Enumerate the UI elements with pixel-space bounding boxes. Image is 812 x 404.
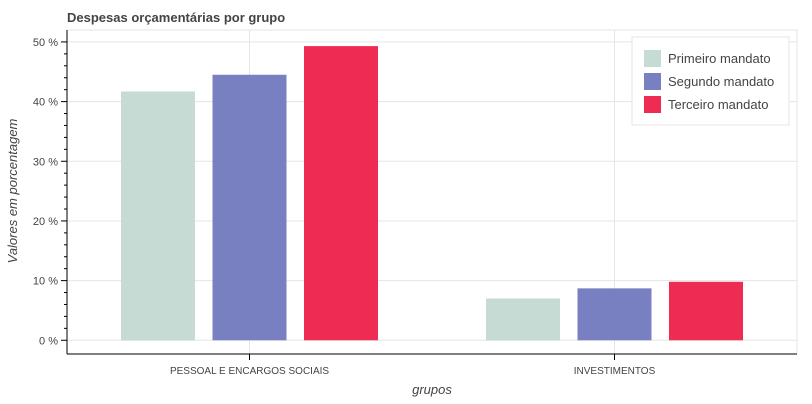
legend-swatch	[644, 73, 661, 90]
y-tick-label: 10 %	[33, 276, 58, 288]
legend: Primeiro mandato Segundo mandato Terceiro …	[631, 36, 790, 126]
y-ticks: 0 % 10 % 20 % 30 % 40 % 50 %	[33, 37, 67, 347]
bar	[486, 298, 560, 341]
bar	[212, 74, 287, 341]
x-tick-label: PESSOAL E ENCARGOS SOCIAIS	[170, 366, 329, 377]
bar	[669, 281, 743, 341]
legend-label: Terceiro mandato	[668, 97, 768, 112]
bar	[304, 46, 378, 341]
y-tick-label: 30 %	[33, 156, 58, 168]
legend-swatch	[644, 50, 661, 67]
y-tick-label: 40 %	[33, 97, 58, 109]
chart-title: Despesas orçamentárias por grupo	[67, 10, 285, 25]
legend-swatch	[644, 96, 661, 113]
bars	[121, 46, 743, 341]
x-tick-label: INVESTIMENTOS	[574, 366, 656, 377]
x-ticks: PESSOAL E ENCARGOS SOCIAIS INVESTIMENTOS	[170, 354, 656, 377]
y-axis-label: Valores em porcentagem	[5, 118, 20, 263]
bar	[577, 288, 652, 341]
bar	[121, 91, 195, 341]
axes	[66, 30, 797, 355]
y-tick-label: 20 %	[33, 216, 58, 228]
legend-label: Segundo mandato	[668, 74, 774, 89]
y-tick-label: 50 %	[33, 37, 58, 49]
x-axis-label: grupos	[412, 382, 452, 397]
y-tick-label: 0 %	[39, 335, 58, 347]
legend-label: Primeiro mandato	[668, 51, 771, 66]
